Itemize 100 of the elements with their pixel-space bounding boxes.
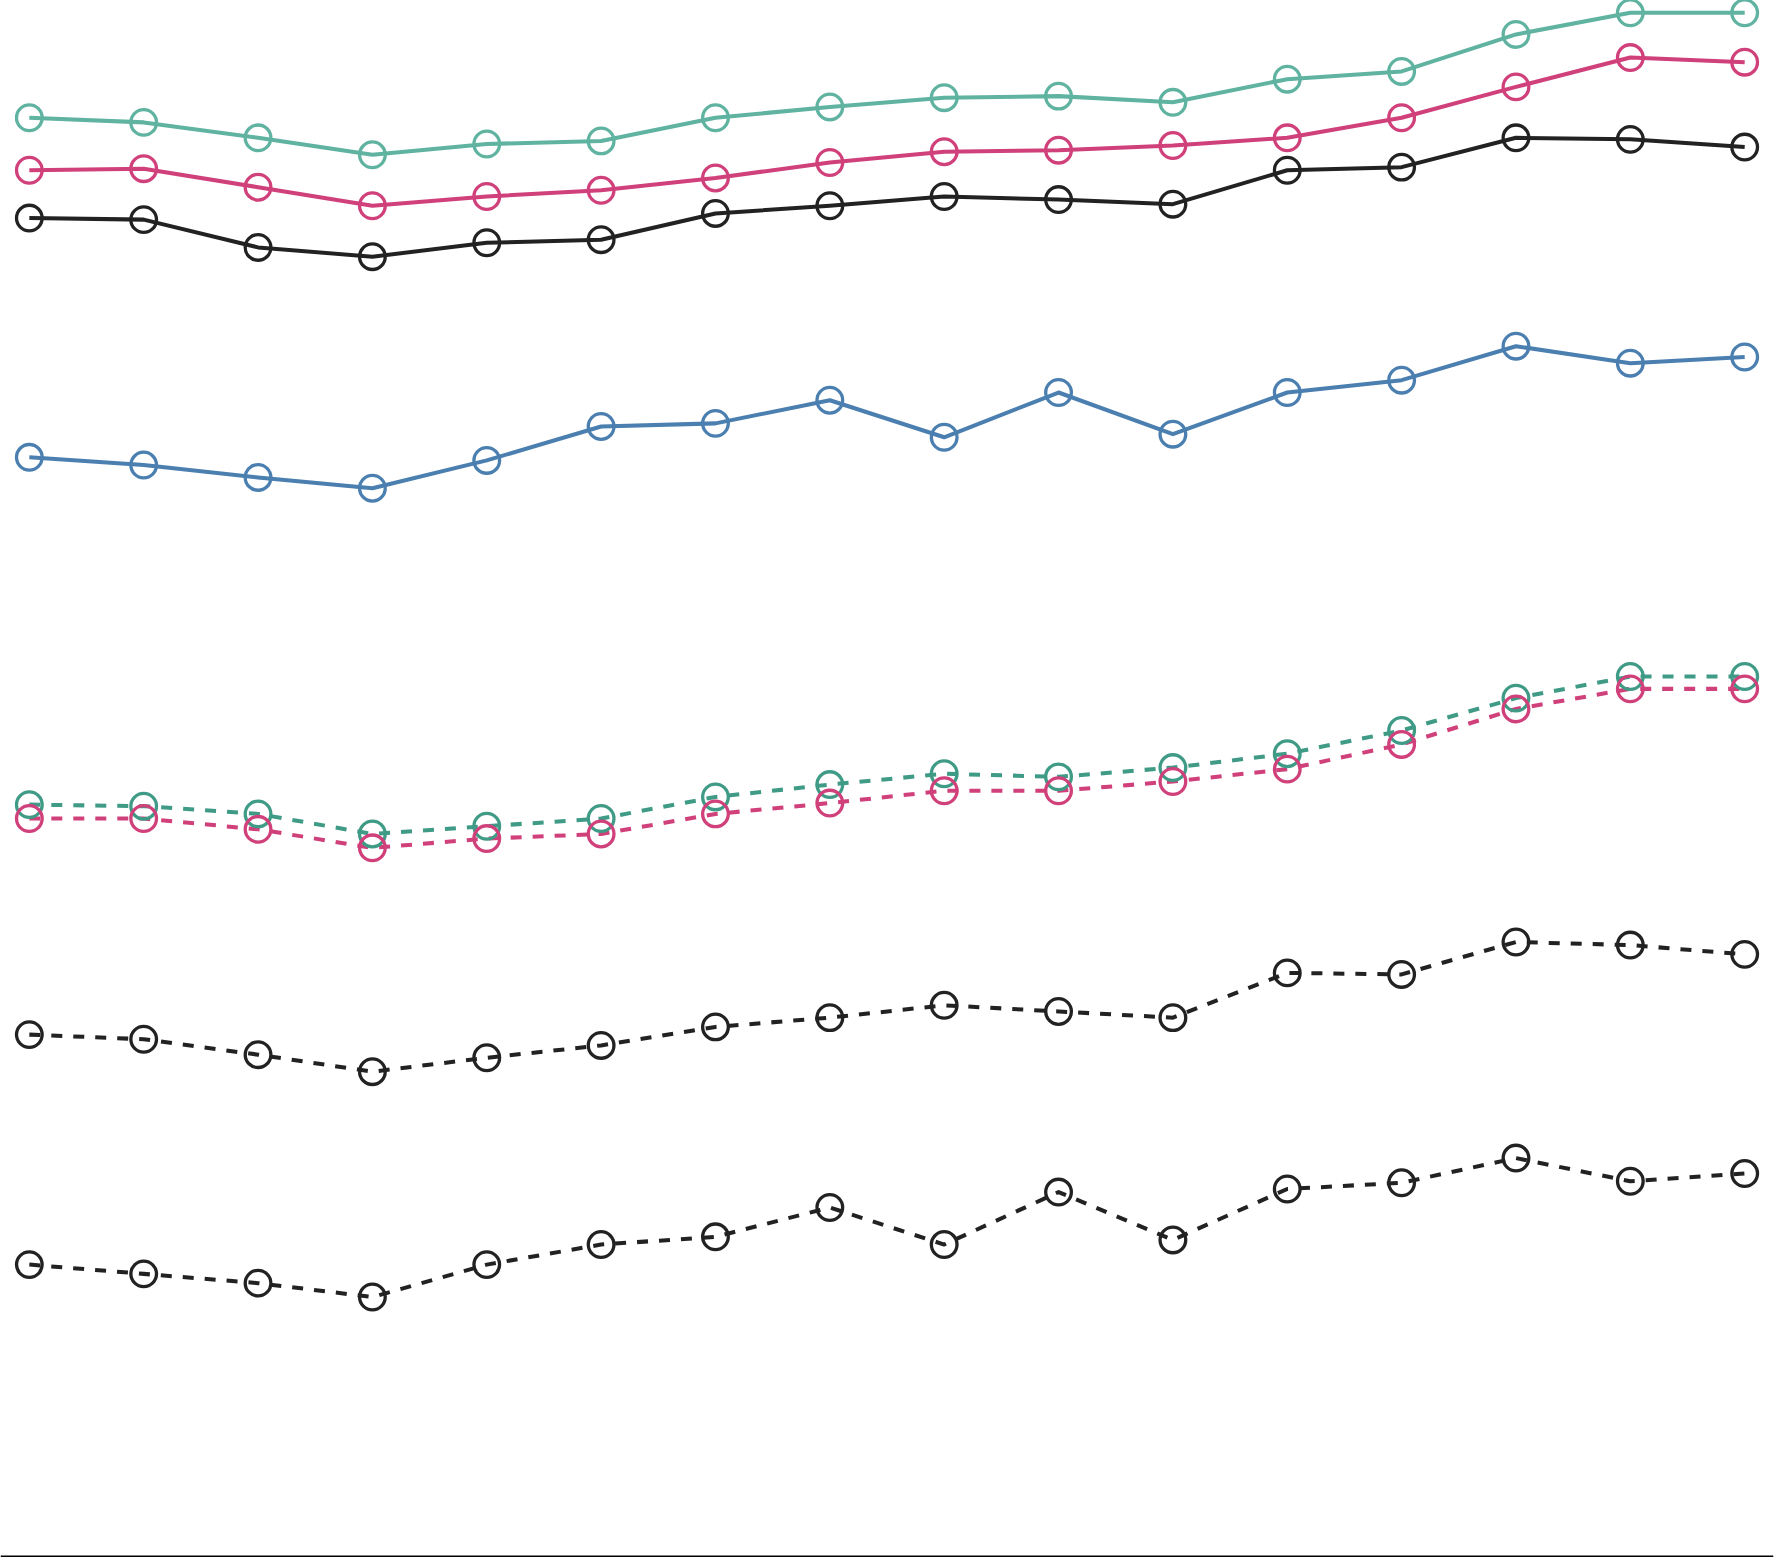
point (929, 181, 959, 211)
point (472, 228, 502, 258)
point (129, 804, 159, 833)
point (586, 175, 616, 205)
point (1387, 56, 1417, 86)
point (14, 790, 44, 820)
point (1501, 72, 1531, 102)
point (1272, 1174, 1302, 1204)
point (1158, 753, 1188, 783)
point (243, 799, 273, 829)
point (1272, 378, 1302, 407)
point (1730, 1159, 1760, 1188)
point (1501, 19, 1531, 49)
point (815, 92, 845, 122)
point (243, 232, 273, 262)
point (357, 242, 387, 272)
point (14, 155, 44, 185)
point (1730, 47, 1760, 77)
point (243, 1040, 273, 1070)
point (586, 225, 616, 255)
point (129, 1259, 159, 1289)
point (1501, 331, 1531, 361)
point (357, 819, 387, 849)
point (815, 1003, 845, 1033)
point (929, 83, 959, 113)
point (14, 804, 44, 833)
point (1158, 419, 1188, 449)
point (700, 163, 730, 193)
point (586, 1030, 616, 1060)
point (1615, 930, 1645, 960)
point (586, 1230, 616, 1259)
point (700, 1012, 730, 1042)
point (1044, 185, 1074, 215)
point (357, 1057, 387, 1087)
point (357, 1282, 387, 1312)
point (14, 203, 44, 233)
point (14, 103, 44, 133)
point (243, 1268, 273, 1298)
point (129, 450, 159, 480)
point (700, 198, 730, 228)
point (1044, 378, 1074, 407)
point (472, 129, 502, 159)
point (1158, 189, 1188, 219)
point (700, 1222, 730, 1252)
point (1387, 1168, 1417, 1198)
point (1387, 959, 1417, 989)
point (1615, 662, 1645, 691)
point (1730, 939, 1760, 969)
point (929, 759, 959, 789)
point (1501, 1143, 1531, 1173)
point (472, 811, 502, 841)
point (815, 788, 845, 818)
point (357, 833, 387, 863)
point (1501, 683, 1531, 713)
point (1044, 81, 1074, 111)
point (1158, 87, 1188, 117)
point (929, 990, 959, 1020)
point (1272, 958, 1302, 988)
point (1501, 123, 1531, 153)
point (357, 473, 387, 503)
point (472, 1250, 502, 1280)
point (129, 791, 159, 821)
point (1387, 103, 1417, 133)
point (14, 442, 44, 472)
point (929, 776, 959, 806)
point (243, 814, 273, 844)
point (815, 770, 845, 800)
point (700, 103, 730, 133)
point (1272, 155, 1302, 185)
point (1272, 739, 1302, 769)
point (1615, 124, 1645, 154)
point (243, 172, 273, 202)
point (129, 205, 159, 235)
point (700, 782, 730, 812)
point (1158, 1003, 1188, 1033)
point (586, 126, 616, 156)
point (1044, 1177, 1074, 1207)
point (1387, 716, 1417, 745)
point (586, 819, 616, 849)
point (1044, 762, 1074, 792)
point (1615, 674, 1645, 704)
point (1730, 674, 1760, 704)
point (815, 148, 845, 177)
point (472, 445, 502, 475)
point (1387, 729, 1417, 759)
point (929, 422, 959, 452)
point (929, 1230, 959, 1259)
point (815, 385, 845, 415)
point (1501, 927, 1531, 957)
point (14, 1020, 44, 1050)
point (1730, 0, 1760, 28)
point (1044, 996, 1074, 1026)
point (129, 154, 159, 184)
point (472, 1043, 502, 1073)
point (1272, 754, 1302, 784)
point (1615, 1166, 1645, 1196)
point (243, 462, 273, 492)
point (1044, 776, 1074, 806)
point (1615, 43, 1645, 72)
point (1158, 131, 1188, 160)
